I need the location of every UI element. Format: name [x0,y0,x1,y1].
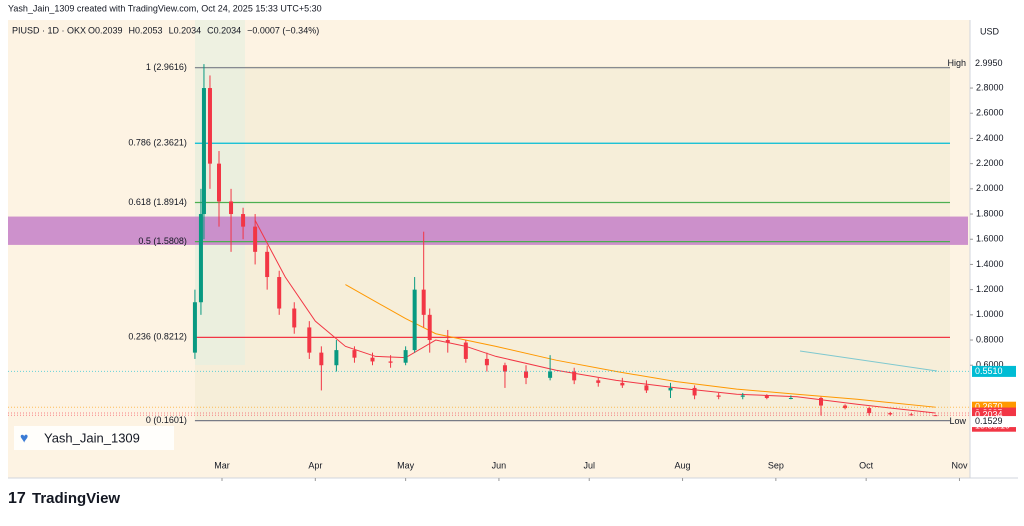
symbol: PIUSD · 1D · OKX [12,25,86,35]
candle-body [445,340,450,343]
candle-body [319,352,324,366]
candle-body [370,357,375,362]
quote-value: O0.2039 [88,25,123,35]
x-tick-label: May [397,460,415,470]
candle-body [620,382,625,386]
candle-body [277,277,282,309]
candle-body [463,342,468,359]
candle-body [427,314,432,341]
x-tick-label: Jun [492,460,507,470]
extreme-name: Low [949,416,966,426]
candle-body [307,327,312,353]
candle-body [484,358,489,366]
y-tick-label: 2.2000 [976,158,1004,168]
moving-average [345,284,936,408]
watermark: Yash_Jain_1309 [44,430,140,445]
candle-body [764,395,769,398]
x-tick-label: Sep [768,460,784,470]
extreme-name: High [947,58,966,68]
candle-body [692,387,697,396]
candle-body [292,308,297,328]
price-tag-label: 0.5510 [975,366,1003,376]
candle-body [253,226,258,252]
x-tick-label: Oct [859,460,874,470]
logo-icon: 17 [8,490,26,507]
candle-body [265,251,270,278]
candle-body [524,371,529,378]
y-tick-label: 0.8000 [976,334,1004,344]
candle-body [207,88,212,164]
candle-body [403,350,408,363]
x-tick-label: Mar [214,460,230,470]
candle-body [412,289,417,351]
currency: USD [980,26,1000,36]
candle-body [241,214,246,227]
x-tick-label: Apr [308,460,322,470]
candle-body [229,201,234,215]
x-tick-label: Aug [675,460,691,470]
y-tick-label: 1.4000 [976,259,1004,269]
fib-label: 0 (0.1601) [146,415,187,425]
y-tick-label: 2.0000 [976,183,1004,193]
candle-body [548,371,553,378]
extreme-tag [972,57,1016,69]
candle-body [502,365,507,372]
fib-label: 1 (2.9616) [146,62,187,72]
price-tag [972,401,1016,413]
heart-icon: ♥ [20,430,28,446]
fib-label: 0.786 (2.3621) [128,138,187,148]
y-tick-label: 0.6000 [976,360,1004,370]
header: Yash_Jain_1309 created with TradingView.… [8,3,322,13]
y-tick-label: 2.8000 [976,82,1004,92]
y-tick-label: 2.4000 [976,133,1004,143]
quote-value: H0.2053 [129,25,163,35]
fib-label: 0.5 (1.5808) [138,236,187,246]
price-tag [972,365,1016,377]
candle-body [788,397,793,399]
candle-body [888,413,893,415]
trend-line [799,350,938,372]
quote-value: L0.2034 [169,25,202,35]
y-tick-label: 2.6000 [976,108,1004,118]
candle-body [668,387,673,391]
candle-body [867,408,872,414]
candle-body [596,380,601,383]
candle-body [198,214,203,303]
extreme-tag [972,416,1016,428]
candle-body [740,395,745,397]
candle-body [192,302,197,353]
extreme-label: 2.9950 [975,58,1003,68]
candle-body [819,397,824,406]
candle-body [716,395,721,397]
brand: TradingView [32,490,120,507]
y-tick-label: 1.6000 [976,234,1004,244]
y-tick-label: 1.2000 [976,284,1004,294]
y-tick-label: 1.0000 [976,309,1004,319]
fib-label: 0.236 (0.8212) [128,332,187,342]
price-tag-label: 0.2670 [975,402,1003,412]
x-tick-label: Jul [583,460,595,470]
candle-body [421,289,426,315]
x-tick-label: Nov [951,460,968,470]
candle-body [217,163,222,202]
price-tag-label: 0.2034 [975,410,1003,420]
candle-body [352,350,357,358]
zone [8,216,968,245]
candle-body [388,361,393,363]
watermark-box [14,426,174,450]
candle-body [644,385,649,391]
candle-body [334,350,339,366]
fib-label: 0.618 (1.8914) [128,197,187,207]
y-tick-label: 1.8000 [976,208,1004,218]
candle-body [201,88,206,215]
extreme-label: 0.1529 [975,416,1003,426]
quote-value: −0.0007 (−0.34%) [247,25,319,35]
candle-body [572,371,577,381]
quote-value: C0.2034 [207,25,241,35]
